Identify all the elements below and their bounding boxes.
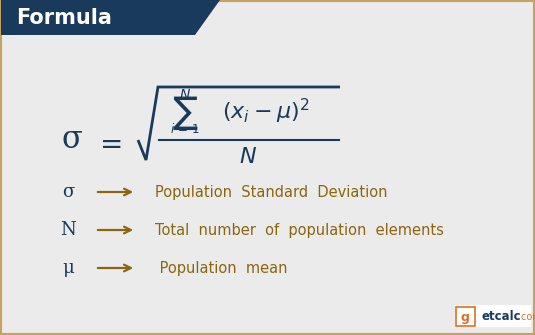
Bar: [455, 305, 531, 327]
Text: Total  number  of  population  elements: Total number of population elements: [155, 222, 444, 238]
Text: N: N: [60, 221, 76, 239]
Text: Formula: Formula: [16, 8, 112, 28]
Text: $\sum$: $\sum$: [172, 94, 198, 132]
Text: $\mathregular{\sigma}$: $\mathregular{\sigma}$: [61, 125, 83, 155]
Text: σ: σ: [62, 183, 74, 201]
Text: $N$: $N$: [239, 147, 257, 167]
Text: $=$: $=$: [94, 129, 122, 157]
Text: μ: μ: [62, 259, 74, 277]
Text: $( x_i - \mu )^2$: $( x_i - \mu )^2$: [223, 96, 310, 126]
Text: $i\,{=}\,1$: $i\,{=}\,1$: [170, 122, 200, 136]
Text: $N$: $N$: [179, 88, 191, 102]
Text: g: g: [461, 311, 469, 324]
Text: .com: .com: [518, 312, 535, 322]
Bar: [456, 307, 475, 326]
Text: etcalc: etcalc: [482, 311, 522, 324]
Text: Population  Standard  Deviation: Population Standard Deviation: [155, 185, 387, 200]
Text: Population  mean: Population mean: [155, 261, 287, 275]
Polygon shape: [1, 0, 220, 35]
